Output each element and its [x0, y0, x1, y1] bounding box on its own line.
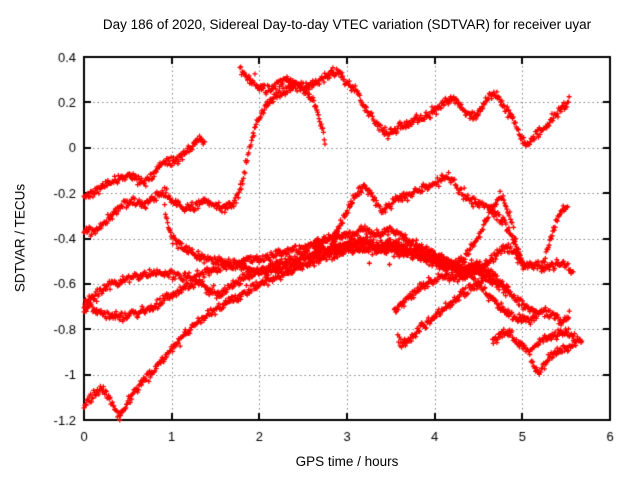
- y-axis-label: SDTVAR / TECUs: [12, 183, 28, 293]
- chart-title: Day 186 of 2020, Sidereal Day-to-day VTE…: [102, 17, 592, 32]
- x-axis-label: GPS time / hours: [295, 454, 399, 469]
